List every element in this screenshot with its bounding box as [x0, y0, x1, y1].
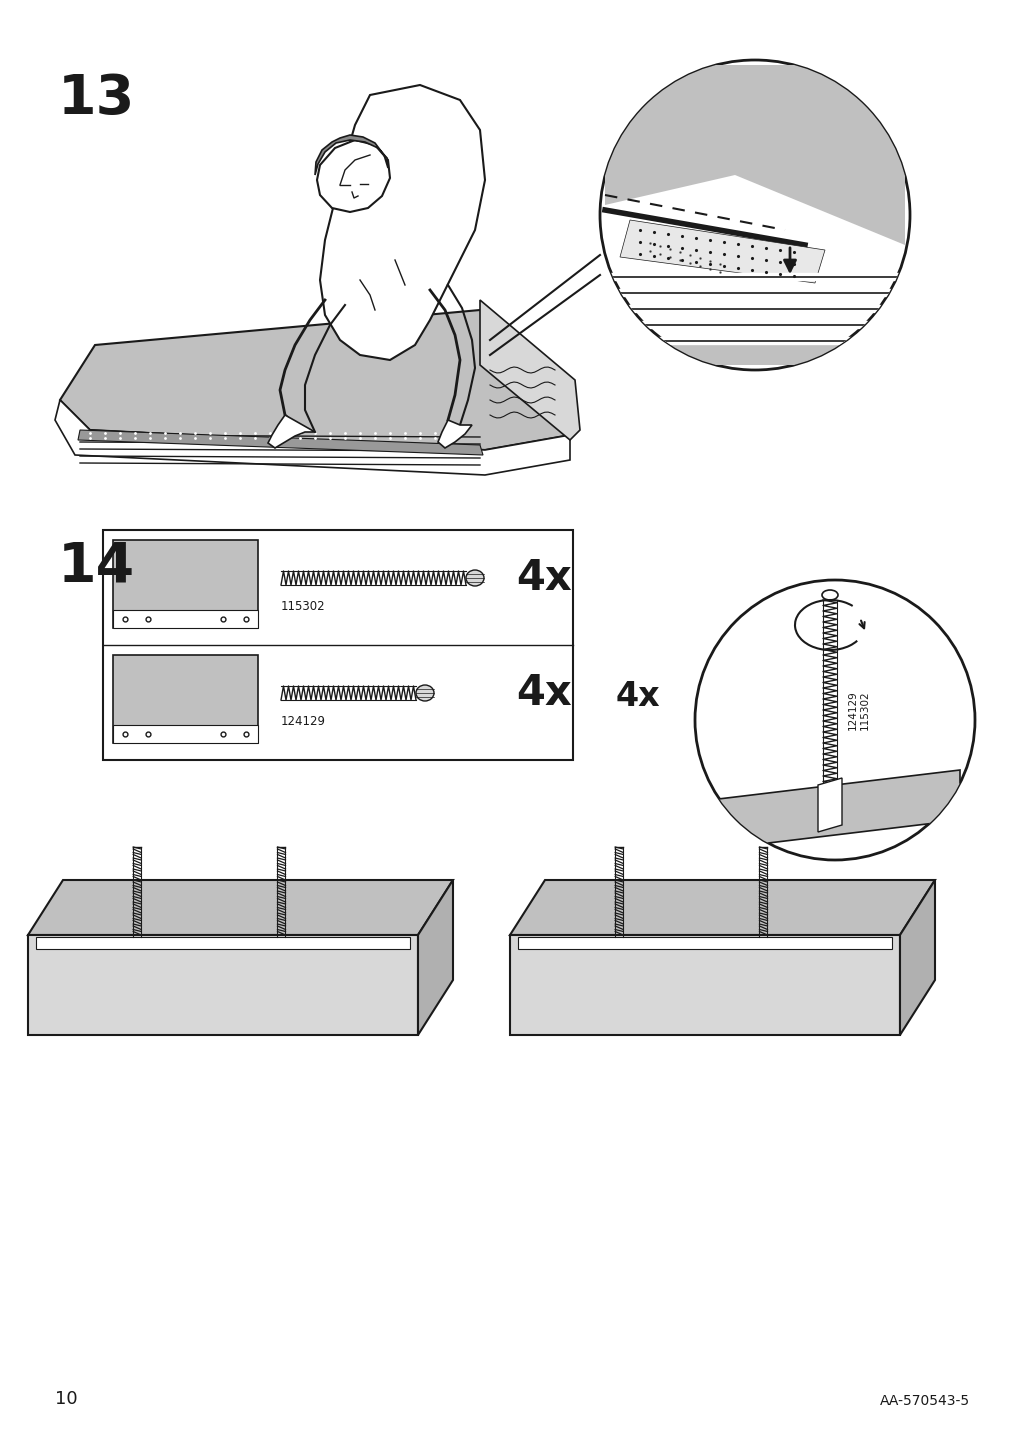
Ellipse shape [821, 590, 837, 600]
Polygon shape [817, 778, 841, 832]
Polygon shape [28, 881, 453, 935]
Polygon shape [316, 140, 389, 212]
Polygon shape [438, 420, 471, 448]
Polygon shape [319, 84, 484, 359]
Ellipse shape [465, 570, 483, 586]
Polygon shape [518, 937, 891, 949]
Bar [113, 654, 258, 743]
Polygon shape [28, 935, 418, 1035]
Polygon shape [314, 135, 387, 175]
Polygon shape [55, 400, 569, 475]
Polygon shape [479, 299, 579, 440]
Polygon shape [418, 881, 453, 1035]
Text: 115302: 115302 [859, 690, 869, 730]
Text: 10: 10 [55, 1390, 78, 1408]
Bar [113, 725, 258, 743]
Text: 124129: 124129 [281, 715, 326, 727]
Text: 14: 14 [58, 540, 135, 594]
Polygon shape [620, 221, 824, 284]
Polygon shape [605, 64, 904, 245]
Polygon shape [510, 881, 934, 935]
Circle shape [695, 580, 974, 861]
Bar [113, 540, 258, 629]
Text: 4x: 4x [516, 672, 571, 715]
Text: 4x: 4x [616, 680, 660, 713]
Bar [103, 530, 572, 760]
Polygon shape [60, 309, 574, 450]
Text: 115302: 115302 [281, 600, 326, 613]
Polygon shape [510, 935, 899, 1035]
Polygon shape [899, 881, 934, 1035]
Text: 124129: 124129 [847, 690, 857, 730]
Ellipse shape [416, 684, 434, 702]
Bar [113, 610, 258, 629]
Polygon shape [78, 430, 482, 455]
Text: 13: 13 [58, 72, 135, 126]
Polygon shape [605, 339, 904, 365]
Polygon shape [268, 415, 314, 448]
Polygon shape [710, 770, 959, 851]
Circle shape [600, 60, 909, 369]
Text: 4x: 4x [516, 557, 571, 599]
Polygon shape [36, 937, 409, 949]
Text: AA-570543-5: AA-570543-5 [879, 1393, 969, 1408]
